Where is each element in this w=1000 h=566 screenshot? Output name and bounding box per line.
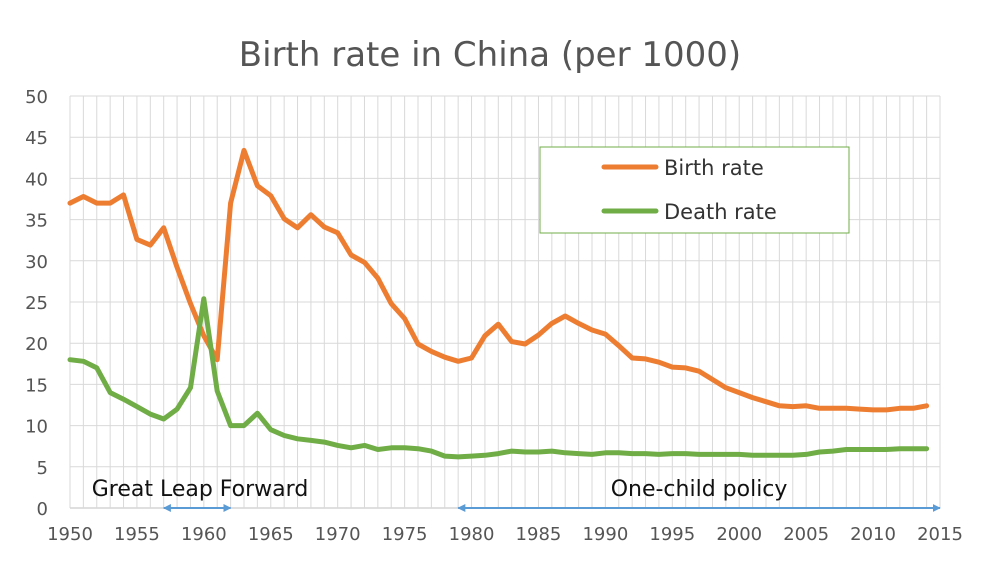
x-tick-label: 2010 [850, 524, 896, 545]
y-tick-label: 15 [25, 375, 48, 396]
y-gridlines [70, 95, 940, 509]
y-tick-label: 35 [25, 211, 48, 232]
x-tick-label: 1965 [248, 524, 294, 545]
y-tick-label: 5 [37, 458, 48, 479]
annotations: Great Leap Forward One-child policy [92, 477, 941, 512]
x-tick-label: 1975 [382, 524, 428, 545]
legend-box [539, 146, 850, 234]
y-tick-label: 25 [25, 293, 48, 314]
y-tick-label: 30 [25, 252, 48, 273]
legend-label: Death rate [664, 200, 777, 224]
x-tick-label: 1980 [449, 524, 495, 545]
annotation-label: One-child policy [611, 477, 788, 502]
annotation-label: Great Leap Forward [92, 477, 309, 502]
x-tick-label: 2015 [917, 524, 963, 545]
legend-label: Birth rate [664, 156, 764, 180]
y-tick-label: 50 [25, 87, 48, 108]
series-line-death-rate [67, 296, 930, 460]
y-tick-label: 0 [37, 499, 48, 520]
y-tick-label: 45 [25, 128, 48, 149]
y-tick-label: 40 [25, 169, 48, 190]
y-tick-labels: 0 5 10 15 20 25 30 35 40 45 50 [25, 87, 48, 520]
x-tick-label: 2000 [716, 524, 762, 545]
legend: Birth rate Death rate [539, 146, 850, 234]
x-tick-labels: 1950 1955 1960 1965 1970 1975 1980 1985 1990 1995… [47, 524, 963, 545]
y-tick-label: 20 [25, 334, 48, 355]
x-tick-label: 1985 [516, 524, 562, 545]
x-tick-label: 1950 [47, 524, 93, 545]
chart-title: Birth rate in China (per 1000) [239, 35, 741, 75]
y-tick-label: 10 [25, 417, 48, 438]
x-tick-label: 1990 [582, 524, 628, 545]
x-tick-label: 2005 [783, 524, 829, 545]
x-tick-label: 1970 [315, 524, 361, 545]
x-tick-label: 1960 [181, 524, 227, 545]
series-lines [67, 147, 930, 460]
x-tick-label: 1955 [114, 524, 160, 545]
x-tick-label: 1995 [649, 524, 695, 545]
